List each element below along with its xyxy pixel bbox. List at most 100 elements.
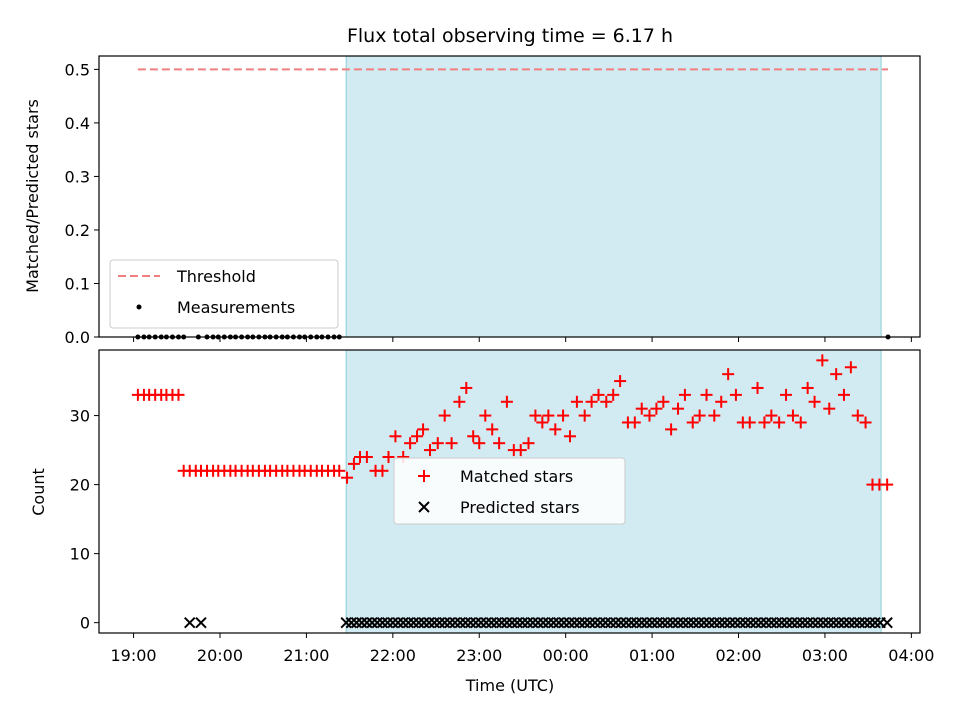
predicted-star-point — [433, 616, 446, 629]
x-tick-label: 20:00 — [197, 646, 243, 665]
predicted-star-point — [480, 616, 492, 629]
predicted-star-point — [708, 616, 721, 629]
matched-star-point — [486, 423, 499, 436]
legend-measurements-swatch — [136, 304, 142, 310]
predicted-star-point — [578, 616, 591, 629]
predicted-star-point — [470, 616, 482, 629]
predicted-star-point — [464, 616, 477, 629]
matched-star-point — [700, 388, 713, 401]
top-y-tick-label: 0.4 — [65, 114, 90, 133]
matched-star-point — [881, 478, 894, 491]
matched-star-point — [438, 409, 451, 422]
predicted-star-point — [604, 616, 617, 629]
matched-star-point — [431, 437, 444, 450]
predicted-star-point — [532, 616, 544, 629]
matched-star-point — [542, 409, 555, 422]
predicted-star-point — [864, 616, 876, 629]
matched-star-point — [460, 381, 473, 394]
legend-matched-swatch — [418, 470, 430, 482]
predicted-star-point — [350, 616, 363, 629]
matched-star-point — [411, 430, 424, 443]
legend-measurements-label: Measurements — [177, 298, 295, 317]
matched-star-point — [786, 409, 799, 422]
predicted-star-point — [527, 616, 539, 629]
matched-star-point — [172, 388, 185, 401]
matched-star-point — [563, 430, 576, 443]
predicted-star-point — [801, 616, 814, 629]
predicted-star-point — [744, 616, 757, 629]
matched-star-point — [514, 444, 527, 457]
matched-star-point — [708, 409, 721, 422]
matched-star-point — [607, 388, 620, 401]
predicted-star-point — [563, 616, 575, 629]
matched-star-point — [522, 437, 535, 450]
x-axis-label: Time (UTC) — [465, 676, 554, 695]
predicted-star-point — [620, 616, 632, 629]
predicted-star-point — [568, 616, 581, 629]
matched-star-point — [493, 437, 506, 450]
predicted-star-point — [615, 616, 627, 629]
x-tick-label: 21:00 — [283, 646, 329, 665]
matched-star-point — [382, 450, 395, 463]
matched-star-point — [859, 416, 872, 429]
top-y-tick-label: 0.5 — [65, 60, 90, 79]
predicted-star-point — [739, 616, 752, 629]
matched-star-point — [830, 368, 843, 381]
predicted-star-point — [381, 616, 394, 629]
predicted-star-point — [376, 616, 389, 629]
x-tick-label: 02:00 — [715, 646, 761, 665]
matched-star-point — [628, 416, 641, 429]
predicted-star-point — [490, 616, 503, 629]
predicted-star-point — [651, 616, 663, 629]
predicted-star-point — [459, 616, 472, 629]
matched-star-point — [479, 409, 492, 422]
matched-star-point — [536, 416, 549, 429]
predicted-star-point — [770, 616, 783, 629]
predicted-star-point — [869, 616, 881, 629]
matched-star-point — [650, 402, 663, 415]
matched-star-point — [417, 423, 430, 436]
bottom-axes-frame — [98, 349, 921, 634]
predicted-star-point — [599, 616, 612, 629]
matched-star-point — [389, 430, 402, 443]
predicted-star-point — [734, 616, 746, 629]
legend-predicted-swatch — [418, 501, 430, 513]
predicted-star-point — [625, 616, 638, 629]
predicted-star-point — [713, 616, 726, 629]
matched-star-point — [715, 395, 728, 408]
x-tick-label: 00:00 — [543, 646, 589, 665]
predicted-star-point — [537, 616, 549, 629]
matched-star-point — [643, 409, 656, 422]
matched-star-point — [686, 416, 699, 429]
predicted-star-point — [345, 616, 358, 629]
bottom-y-tick-label: 10 — [70, 545, 90, 564]
top-y-tick-label: 0.0 — [65, 328, 90, 347]
matched-star-point — [801, 381, 814, 394]
predicted-star-point — [558, 616, 570, 629]
matched-star-point — [333, 464, 346, 477]
predicted-star-point — [807, 616, 819, 629]
predicted-star-point — [407, 616, 420, 629]
matched-star-point — [529, 409, 542, 422]
predicted-star-point — [506, 616, 518, 629]
top-panel: 0.0 0.1 0.2 0.3 0.4 0.5 Matched/Predicted sta… — [23, 55, 921, 347]
matched-star-point — [473, 437, 486, 450]
chart-title: Flux total observing time = 6.17 h — [347, 25, 673, 47]
predicted-star-point — [661, 616, 674, 629]
predicted-star-point — [496, 616, 508, 629]
matched-star-point — [722, 368, 735, 381]
matched-star-point — [549, 423, 562, 436]
predicted-star-point — [796, 616, 809, 629]
matched-star-point — [578, 409, 591, 422]
x-tick-label: 03:00 — [802, 646, 848, 665]
matched-star-point — [404, 437, 417, 450]
predicted-star-point — [449, 616, 461, 629]
predicted-star-point — [542, 616, 555, 629]
matched-star-point — [557, 409, 570, 422]
x-tick-label: 19:00 — [111, 646, 157, 665]
matched-star-point — [360, 450, 373, 463]
predicted-star-point — [781, 616, 793, 629]
matched-star-point — [592, 388, 605, 401]
predicted-star-point — [822, 616, 835, 629]
top-y-tick-label: 0.3 — [65, 167, 90, 186]
